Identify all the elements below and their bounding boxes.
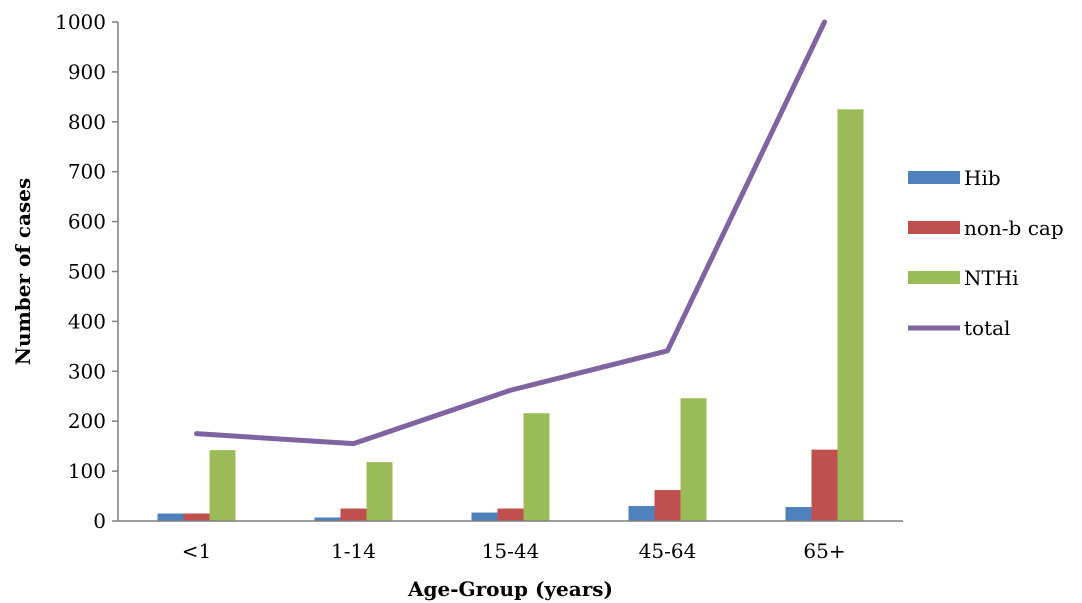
legend-swatch (908, 221, 960, 234)
bar-hib (314, 517, 341, 521)
bar-non-b-cap (654, 490, 681, 521)
x-tick-label: 1-14 (331, 539, 376, 563)
y-tick-label: 900 (68, 60, 106, 84)
legend: Hib non-b cap NTHi total (908, 166, 1064, 340)
bar-nthi (680, 398, 707, 521)
bars (157, 109, 864, 521)
y-tick-label: 1000 (55, 10, 106, 34)
y-tick-label: 300 (68, 359, 106, 383)
y-axis-title: Number of cases (11, 178, 35, 365)
y-tick-label: 800 (68, 110, 106, 134)
y-tick-label: 700 (68, 160, 106, 184)
bar-non-b-cap (811, 449, 838, 521)
legend-label: non-b cap (964, 216, 1064, 240)
bar-hib (471, 512, 498, 521)
bar-hib (628, 506, 655, 521)
bar-nthi (209, 450, 236, 521)
bar-non-b-cap (497, 508, 524, 521)
x-tick-label: 65+ (803, 539, 845, 563)
y-tick-label: 600 (68, 210, 106, 234)
legend-swatch (908, 271, 960, 284)
legend-label: NTHi (964, 266, 1019, 290)
lines (194, 19, 827, 447)
bar-nthi (366, 462, 393, 521)
x-tick-label: 15-44 (482, 539, 540, 563)
bar-nthi (523, 413, 550, 521)
legend-label: Hib (964, 166, 1001, 190)
y-tick-label: 0 (93, 509, 106, 533)
bar-hib (157, 513, 184, 521)
bar-non-b-cap (340, 508, 367, 521)
y-tick-label: 100 (68, 459, 106, 483)
y-axis-ticks: 0 100 200 300 400 500 600 700 800 900 1000 (55, 10, 118, 533)
x-axis-title: Age-Group (years) (407, 577, 613, 601)
legend-label: total (964, 316, 1010, 340)
bar-nthi (837, 109, 864, 521)
bar-hib (785, 507, 812, 521)
y-tick-label: 500 (68, 260, 106, 284)
x-axis-ticks: <1 1-14 15-44 45-64 65+ (182, 539, 846, 563)
bar-non-b-cap (183, 513, 210, 521)
y-tick-label: 200 (68, 409, 106, 433)
x-tick-label: <1 (182, 539, 211, 563)
legend-swatch (908, 171, 960, 184)
y-tick-label: 400 (68, 309, 106, 333)
x-tick-label: 45-64 (639, 539, 697, 563)
line-total (194, 19, 827, 447)
